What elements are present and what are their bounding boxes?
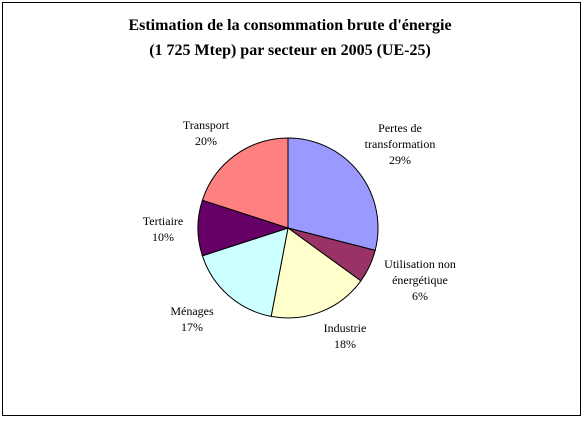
category-label: Tertiaire: [142, 214, 184, 228]
category-label: Pertes de transformation: [364, 121, 436, 151]
chart-title: Estimation de la consommation brute d'én…: [128, 17, 451, 34]
pie-slice: [270, 227, 362, 319]
value-label: 10%: [152, 230, 174, 244]
category-label: Utilisation non énergétique: [384, 257, 456, 287]
category-label: Transport: [182, 118, 230, 132]
value-label: 17%: [181, 320, 203, 334]
slice-label: Utilisation non énergétique 6%: [368, 256, 472, 304]
chart-title: (1 725 Mtep) par secteur en 2005 (UE-25): [149, 42, 431, 59]
slice-label: Ménages 17%: [140, 303, 244, 335]
value-label: 18%: [334, 337, 356, 351]
pie-slice: [201, 227, 289, 317]
value-label: 6%: [412, 289, 428, 303]
pie-slice: [287, 137, 379, 251]
value-label: 20%: [195, 134, 217, 148]
value-label: 29%: [389, 153, 411, 167]
category-label: Industrie: [323, 321, 367, 335]
pie-slice: [201, 137, 289, 229]
slice-label: Industrie 18%: [293, 320, 397, 352]
slice-label: Transport 20%: [154, 117, 258, 149]
slice-label: Tertiaire 10%: [111, 213, 215, 245]
slice-label: Pertes de transformation 29%: [348, 120, 452, 168]
category-label: Ménages: [170, 304, 214, 318]
